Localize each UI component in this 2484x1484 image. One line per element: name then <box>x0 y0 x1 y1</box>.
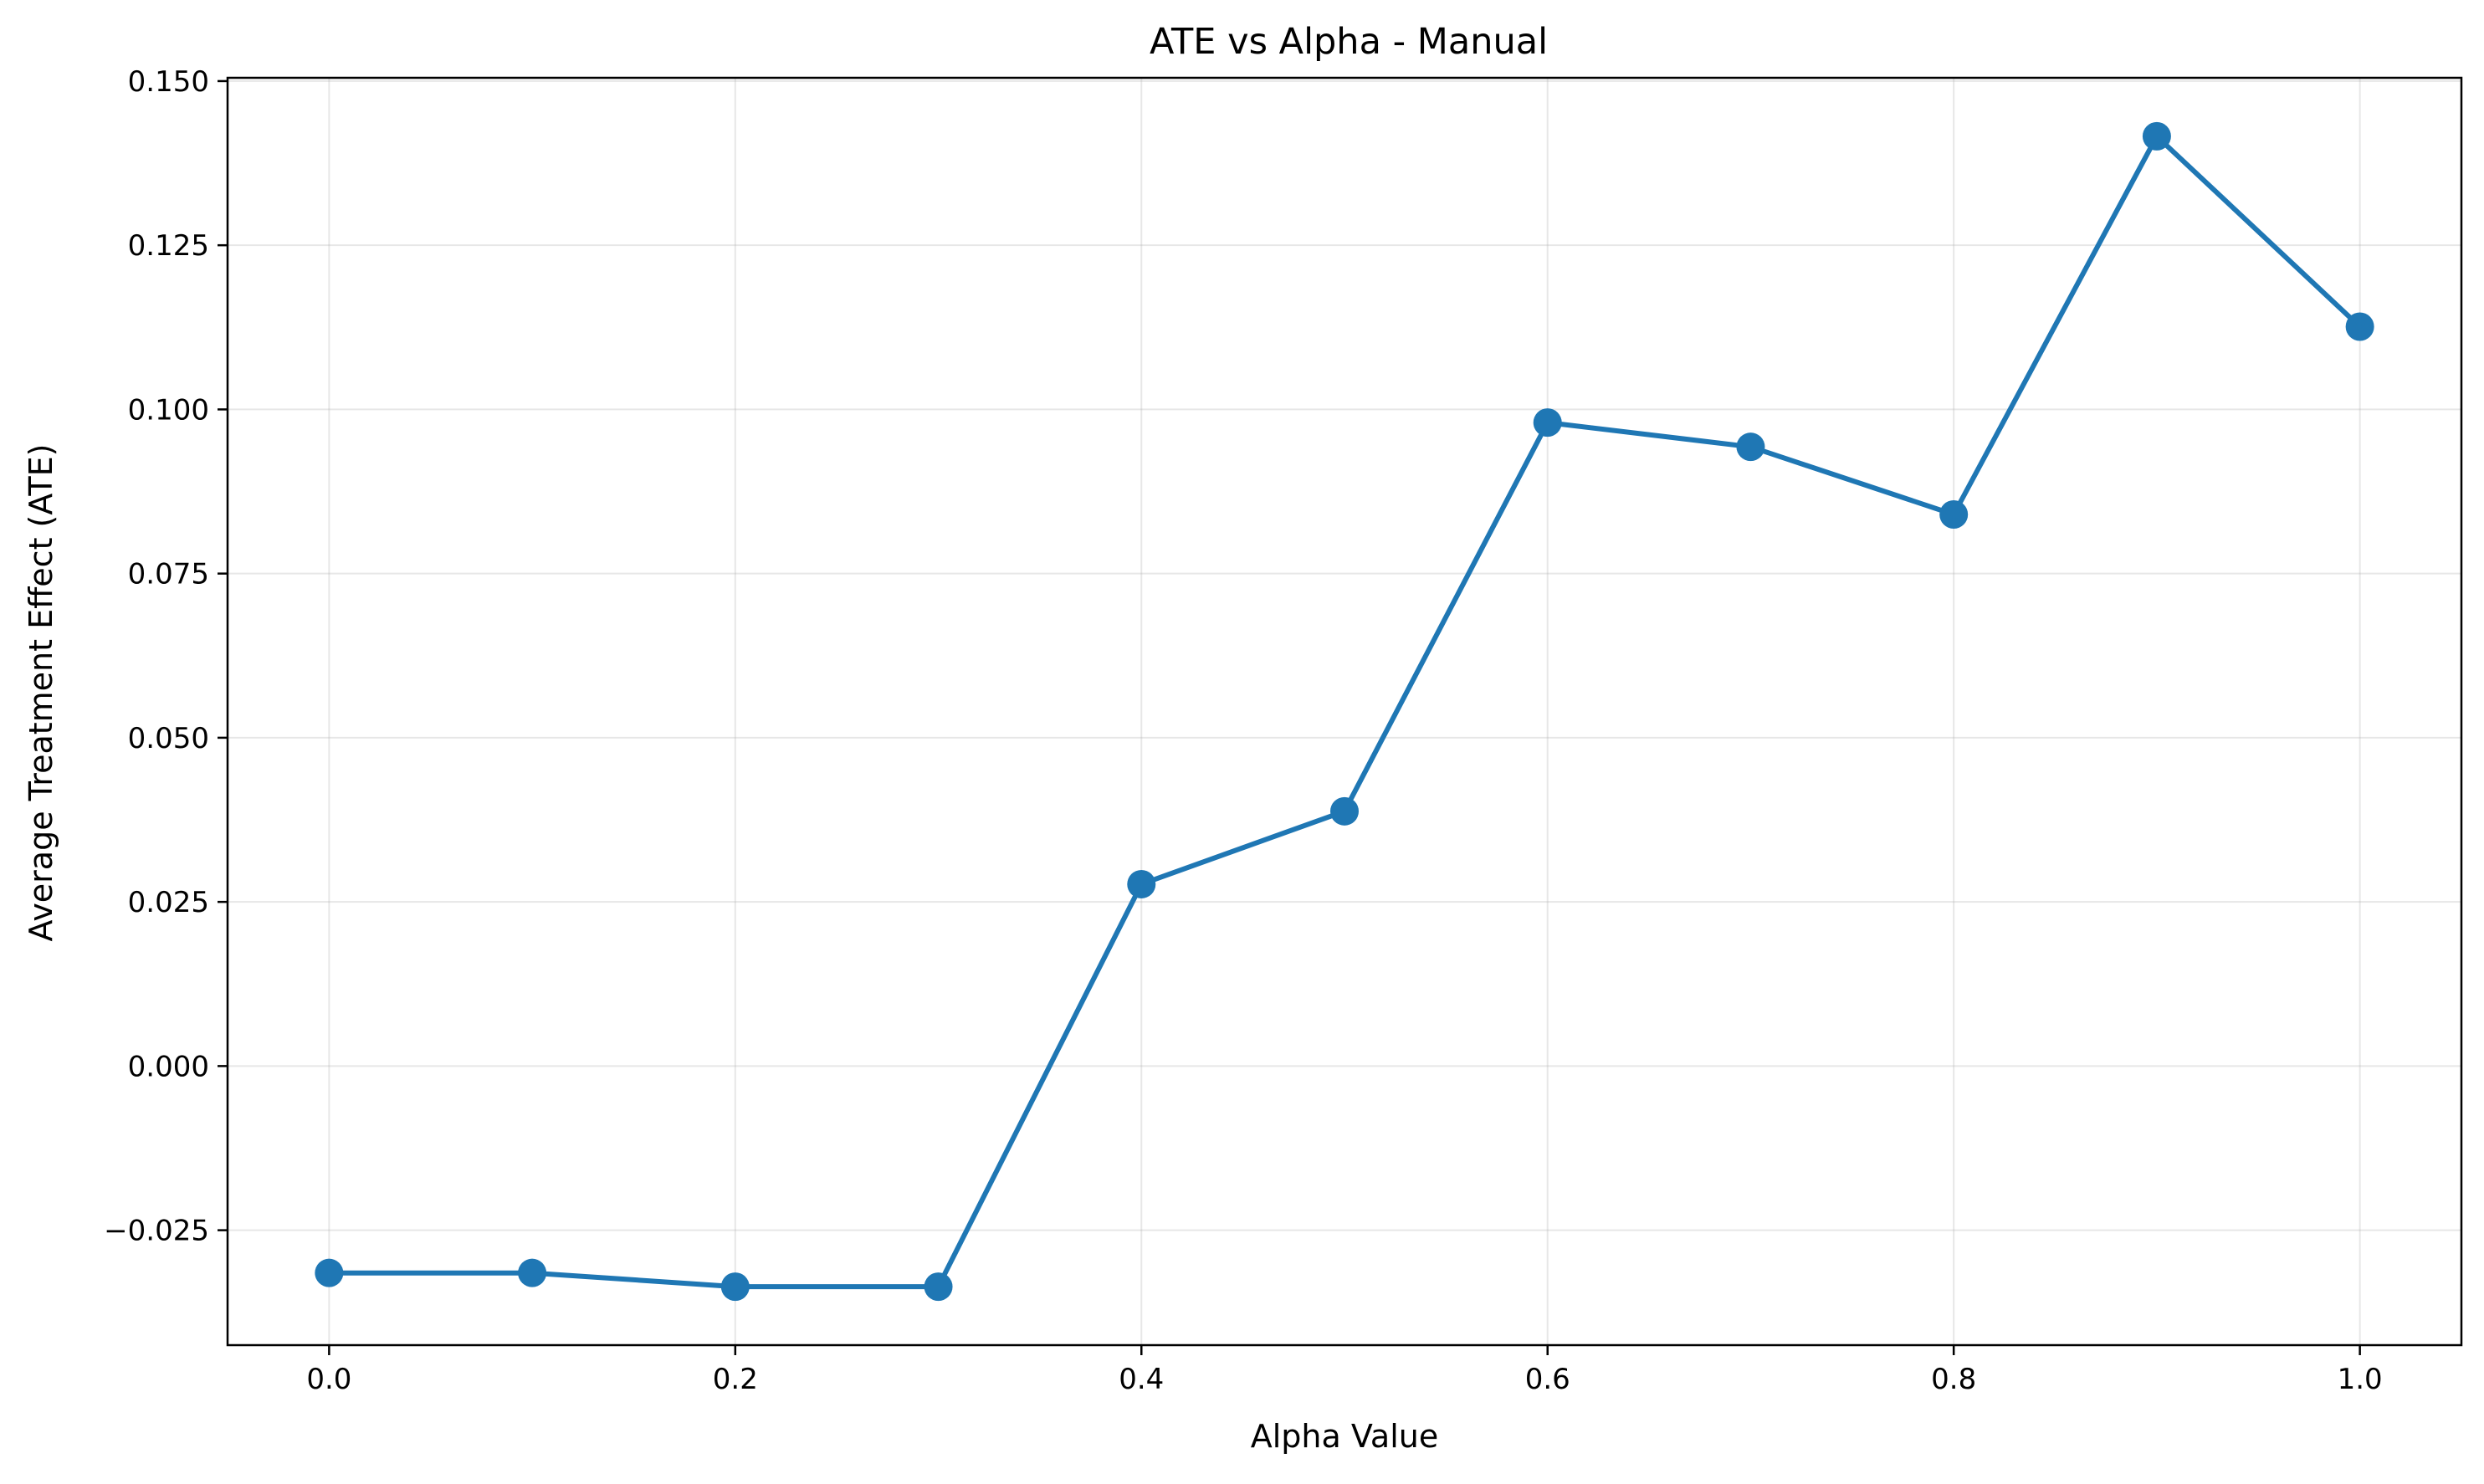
y-tick-label: 0.125 <box>128 229 209 263</box>
x-tick-label: 0.4 <box>1119 1363 1164 1396</box>
data-point <box>924 1272 953 1302</box>
x-axis-ticks: 0.0 0.2 0.4 0.6 0.8 1.0 <box>306 1345 2383 1396</box>
y-tick-label: 0.000 <box>128 1050 209 1083</box>
x-tick-label: 0.6 <box>1525 1363 1570 1396</box>
y-tick-label: 0.150 <box>128 65 209 99</box>
y-tick-label: 0.100 <box>128 393 209 427</box>
data-point <box>2345 312 2374 341</box>
plot-frame <box>226 76 2463 1347</box>
data-point <box>2142 121 2171 151</box>
data-point <box>1533 408 1562 438</box>
x-axis-label: Alpha Value <box>1251 1418 1438 1455</box>
data-point <box>1736 432 1765 462</box>
series-markers <box>315 121 2374 1302</box>
data-point <box>518 1258 547 1287</box>
data-point <box>720 1272 750 1302</box>
data-point <box>1330 796 1359 826</box>
y-tick-label: 0.075 <box>128 558 209 591</box>
grid <box>228 78 2461 1345</box>
data-point <box>1939 500 1969 530</box>
data-point <box>315 1258 344 1287</box>
chart-title: ATE vs Alpha - Manual <box>1150 21 1548 63</box>
data-point <box>1127 869 1156 898</box>
y-tick-label: 0.025 <box>128 886 209 919</box>
x-tick-label: 0.8 <box>1931 1363 1976 1396</box>
y-tick-label: 0.050 <box>128 722 209 755</box>
x-tick-label: 0.0 <box>306 1363 351 1396</box>
y-axis-ticks: −0.025 0.000 0.025 0.050 0.075 0.100 0.125 0.15… <box>104 65 228 1248</box>
y-tick-label: −0.025 <box>104 1215 209 1248</box>
x-tick-label: 1.0 <box>2338 1363 2383 1396</box>
y-axis-label: Average Treatment Effect (ATE) <box>23 444 59 942</box>
x-tick-label: 0.2 <box>713 1363 758 1396</box>
